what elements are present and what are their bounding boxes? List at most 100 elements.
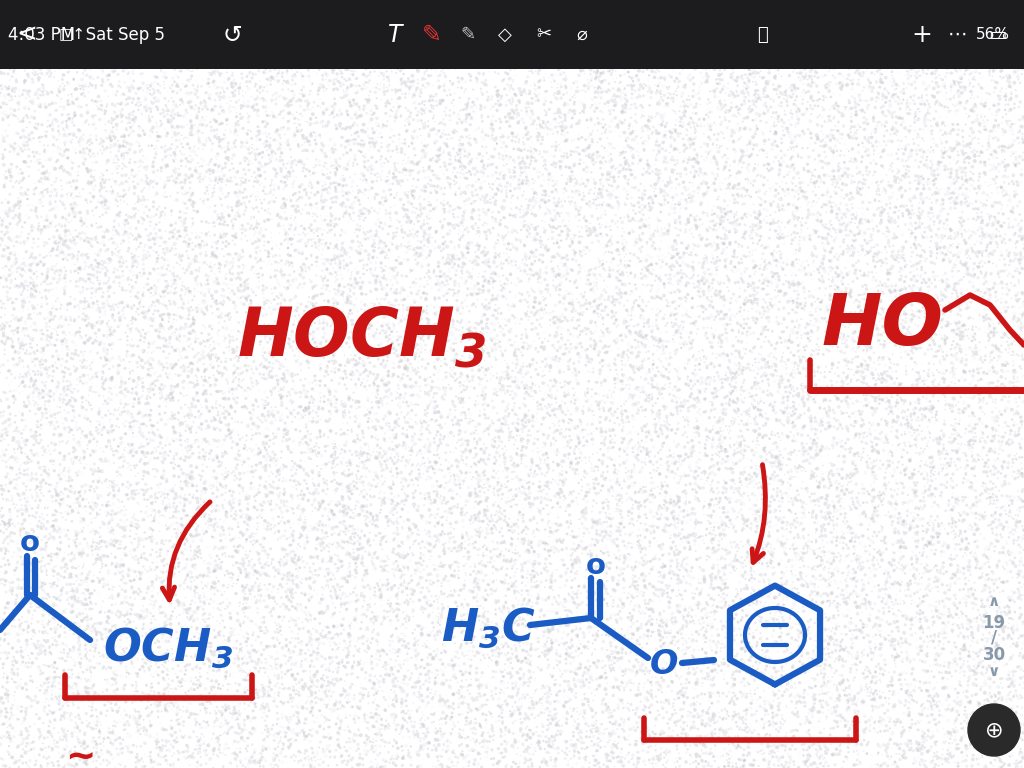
Point (208, 88, 224, 100)
Point (297, 223, 313, 235)
Point (827, 467, 844, 479)
Point (975, 0, 991, 8)
Point (765, 101, 781, 114)
Point (191, 590, 208, 602)
Point (346, 244, 362, 257)
Point (398, 247, 415, 259)
Point (332, 46, 348, 58)
Point (158, 367, 174, 379)
Point (123, 274, 139, 286)
Point (976, 392, 992, 404)
Point (536, 0, 552, 8)
Point (768, 225, 784, 237)
Point (675, 168, 691, 180)
Point (997, 98, 1014, 111)
Point (549, 419, 565, 431)
Point (92, 746, 109, 759)
Point (109, 111, 125, 123)
Point (579, 741, 595, 753)
Point (667, 518, 683, 530)
Point (498, 67, 514, 79)
Point (737, 6, 754, 18)
Point (759, 272, 775, 284)
Point (58, 121, 75, 133)
Point (205, 293, 221, 305)
Point (112, 280, 128, 293)
Point (318, 104, 335, 116)
Point (135, 561, 152, 573)
Point (334, 26, 350, 38)
Point (238, 441, 254, 453)
Point (488, 673, 505, 685)
Point (787, 492, 804, 505)
Point (228, 48, 245, 60)
Point (153, 438, 169, 450)
Point (794, 329, 810, 341)
Point (344, 528, 360, 540)
Point (314, 343, 331, 356)
Point (685, 161, 701, 173)
Point (609, 382, 626, 395)
Point (294, 674, 310, 686)
Point (322, 37, 338, 49)
Point (396, 10, 413, 22)
Point (858, 629, 874, 641)
Point (901, 327, 918, 339)
Point (133, 548, 150, 561)
Point (479, 500, 496, 512)
Point (247, 26, 263, 38)
Point (284, 736, 300, 748)
Point (362, 206, 379, 218)
Point (44, 118, 60, 131)
Point (118, 660, 134, 673)
Point (732, 468, 749, 480)
Point (896, 39, 912, 51)
Point (164, 91, 180, 104)
Point (884, 416, 900, 429)
Point (520, 588, 537, 601)
Point (255, 287, 271, 300)
Point (71, 101, 87, 113)
Point (282, 190, 298, 203)
Point (404, 362, 421, 374)
Point (325, 331, 341, 343)
Point (549, 128, 565, 141)
Point (237, 515, 253, 528)
Point (53, 620, 70, 632)
Point (62, 98, 79, 111)
Point (1005, 270, 1021, 283)
Point (20, 549, 37, 561)
Point (482, 545, 499, 558)
Point (923, 629, 939, 641)
Point (643, 688, 659, 700)
Point (126, 393, 142, 406)
Point (667, 458, 683, 470)
Point (300, 308, 316, 320)
Point (429, 445, 445, 457)
Point (332, 256, 348, 268)
Point (32, 356, 48, 368)
Point (791, 359, 807, 372)
Point (610, 83, 627, 95)
Point (870, 701, 887, 713)
Point (536, 122, 552, 134)
Point (4, 541, 20, 554)
Point (59, 525, 76, 537)
Point (519, 133, 536, 145)
Point (220, 567, 237, 579)
Point (724, 264, 740, 276)
Point (292, 647, 308, 660)
Point (7, 28, 24, 41)
Point (819, 502, 836, 514)
Point (804, 509, 820, 521)
Point (891, 112, 907, 124)
Point (738, 579, 755, 591)
Point (658, 706, 675, 718)
Point (185, 678, 202, 690)
Point (287, 154, 303, 167)
Point (666, 451, 682, 463)
Point (368, 30, 384, 42)
Point (904, 309, 921, 321)
Point (750, 61, 766, 74)
Point (896, 541, 912, 553)
